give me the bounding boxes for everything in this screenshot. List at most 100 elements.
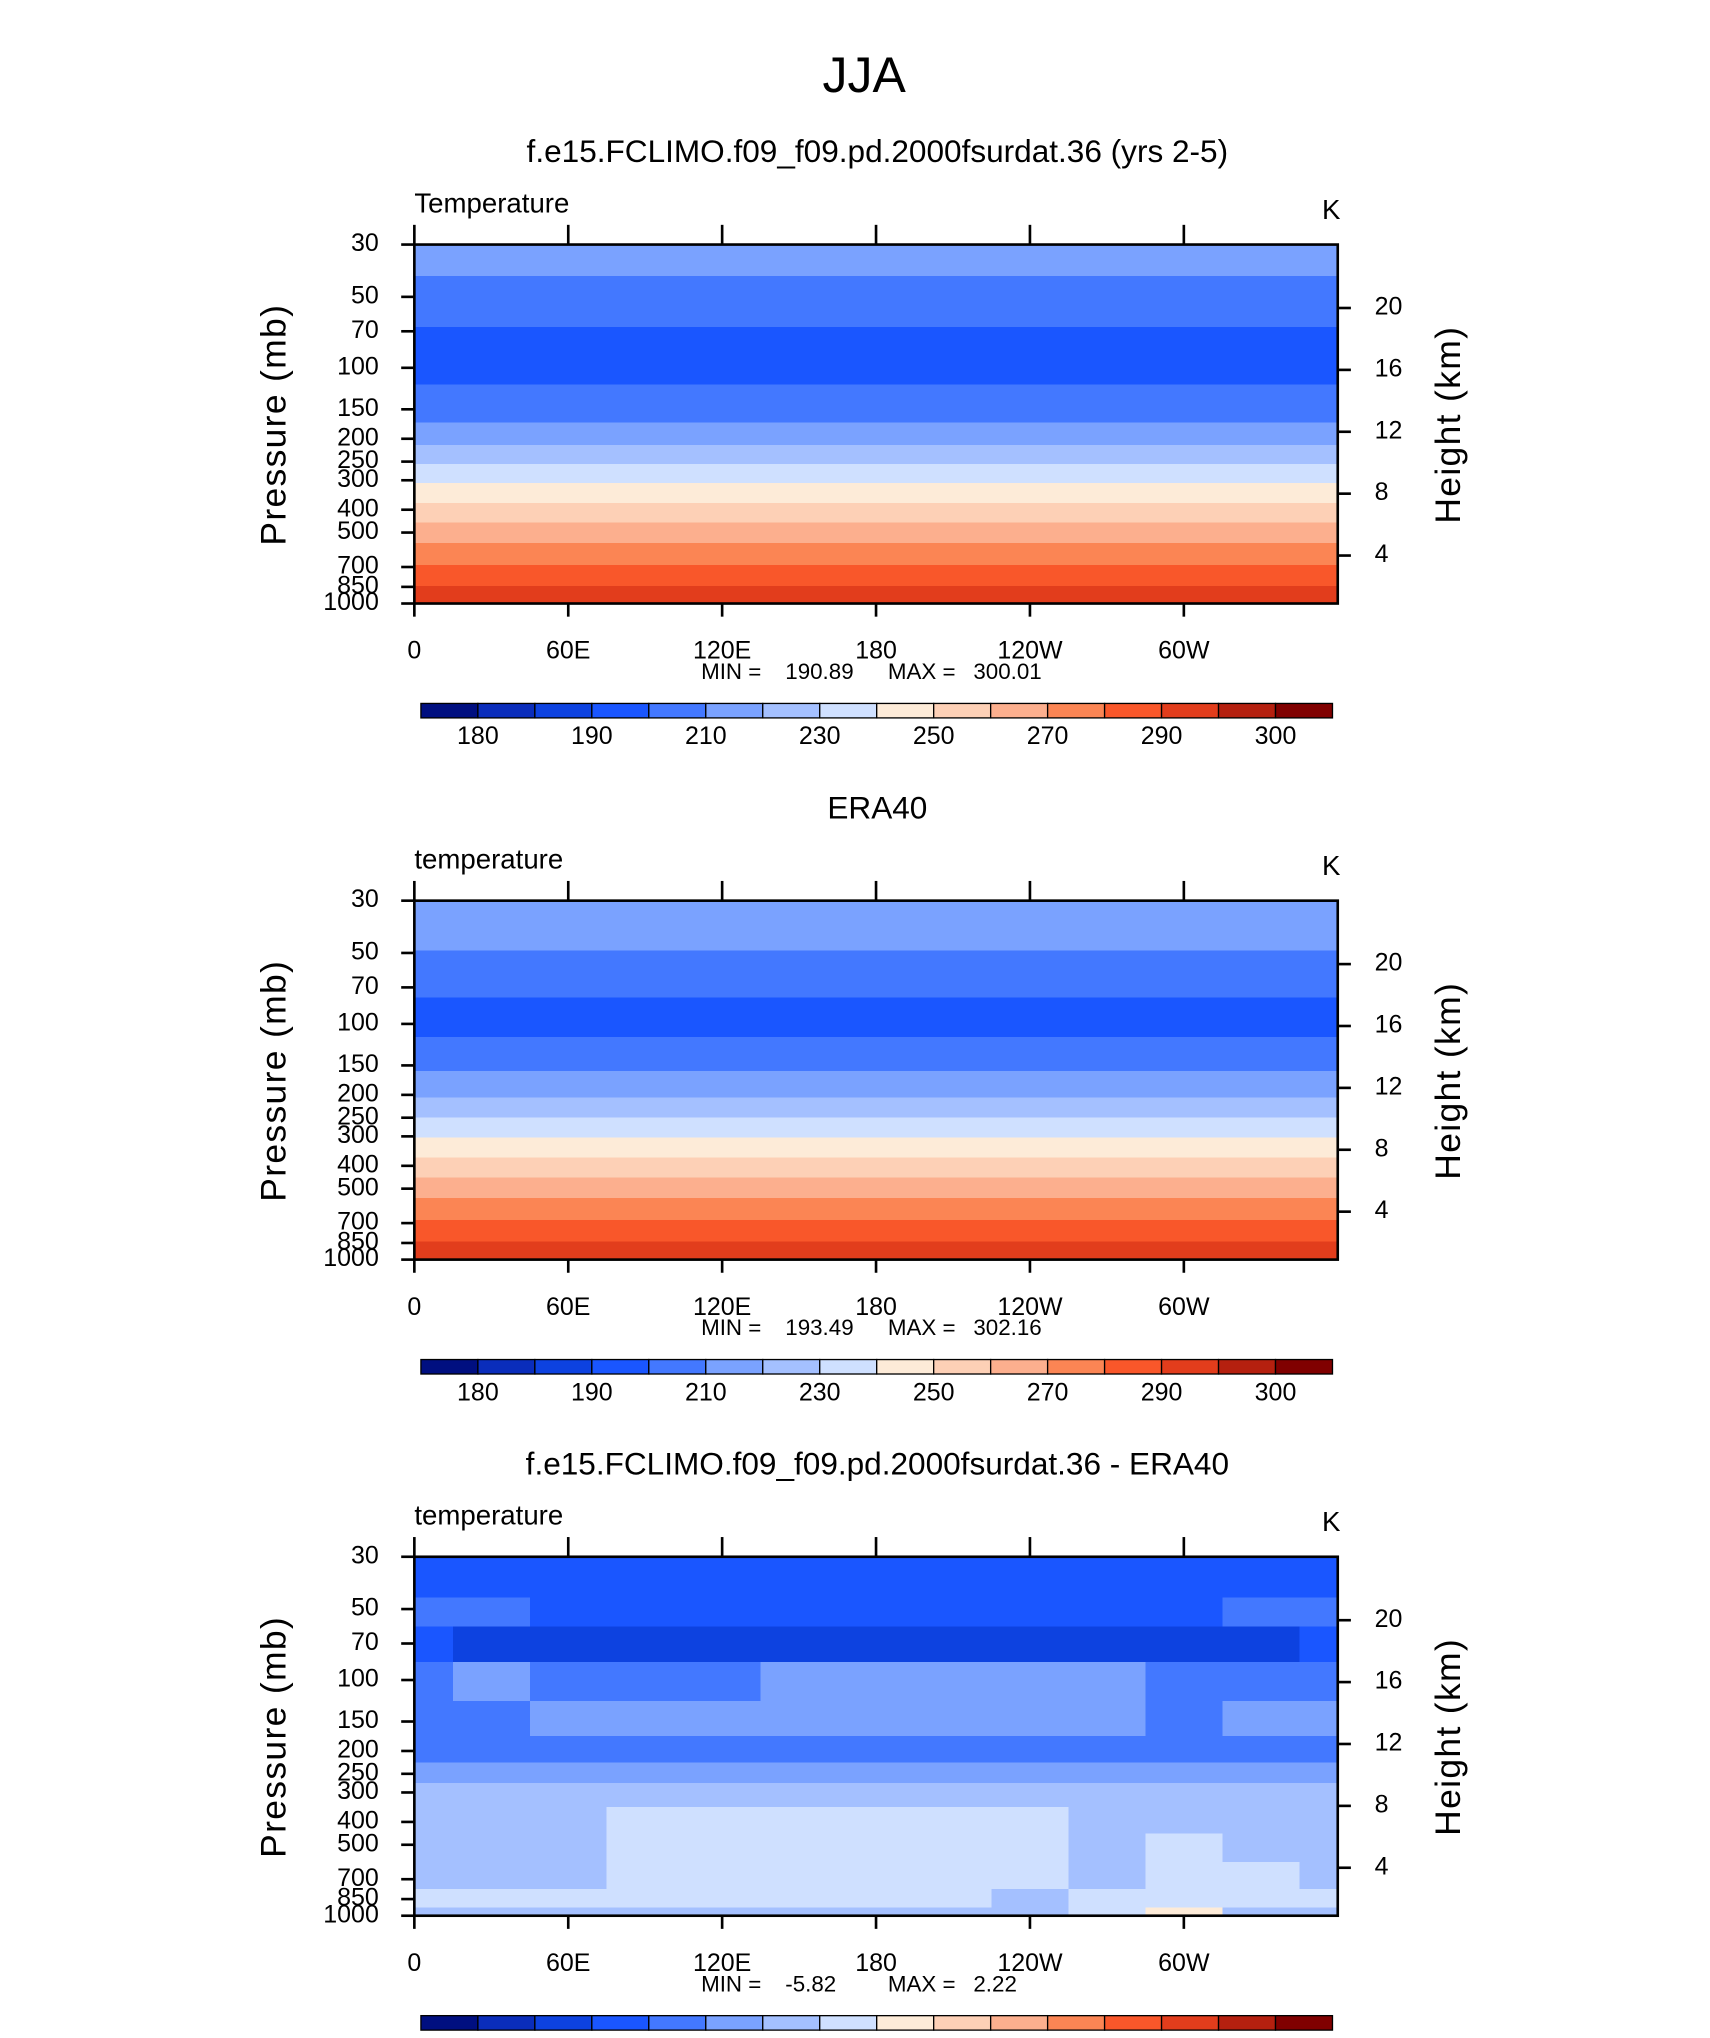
field-cell — [529, 1661, 608, 1702]
colorbar-label: 4 — [1098, 2034, 1112, 2038]
field-cell — [760, 1833, 839, 1863]
colorbar-box — [876, 2014, 935, 2031]
field-cell — [683, 1597, 762, 1628]
field-cell — [760, 1736, 839, 1764]
field-cell — [1299, 1889, 1339, 1909]
field-cell — [683, 1907, 762, 1917]
field-band — [414, 422, 1338, 446]
field-cell — [452, 1597, 531, 1628]
field-cell — [914, 1597, 993, 1628]
field-cell — [529, 1783, 608, 1808]
field-band — [414, 1241, 1338, 1261]
field-cell — [452, 1571, 531, 1599]
field-cell — [837, 1783, 916, 1808]
x-tick-label: 120E — [693, 1293, 751, 1321]
field-cell — [914, 1556, 993, 1573]
field-cell — [414, 1762, 454, 1784]
field-cell — [1222, 1907, 1301, 1917]
colorbar-box — [648, 2014, 707, 2031]
field-cell — [683, 1889, 762, 1909]
y2-tick-label: 4 — [1375, 1852, 1389, 1880]
field-band — [414, 950, 1338, 999]
field-label: temperature — [414, 1500, 563, 1531]
colorbar-label: 210 — [685, 1378, 727, 1406]
field-cell — [683, 1807, 762, 1835]
y-tick-label: 1000 — [323, 1900, 379, 1928]
colorbar-label: 300 — [1255, 1378, 1297, 1406]
colorbar-box — [648, 702, 707, 719]
x-tick-label: 120E — [693, 1949, 751, 1977]
field-cell — [760, 1907, 839, 1917]
y-axis-label: Pressure (mb) — [254, 304, 294, 546]
field-cell — [914, 1833, 993, 1863]
field-cell — [452, 1889, 531, 1909]
field-cell — [991, 1626, 1070, 1663]
field-cell — [837, 1736, 916, 1764]
field-cell — [606, 1783, 685, 1808]
field-cell — [529, 1556, 608, 1573]
y2-tick-label: 12 — [1375, 1729, 1403, 1757]
y2-tick-label: 8 — [1375, 478, 1389, 506]
field-cell — [1222, 1597, 1301, 1628]
y-tick-label: 400 — [337, 1807, 379, 1835]
field-cell — [1068, 1833, 1147, 1863]
field-cell — [414, 1571, 454, 1599]
y-tick-label: 70 — [351, 1628, 379, 1656]
field-band — [414, 464, 1338, 484]
field-cell — [606, 1807, 685, 1835]
min-value: -5.82 — [785, 1971, 836, 1996]
field-cell — [606, 1833, 685, 1863]
y-tick-label: 1000 — [323, 1244, 379, 1272]
field-cell — [1068, 1597, 1147, 1628]
field-cell — [760, 1556, 839, 1573]
min-label: MIN = — [701, 659, 761, 684]
y-tick-label: 50 — [351, 1594, 379, 1622]
colorbar-box — [762, 702, 821, 719]
field-cell — [606, 1626, 685, 1663]
colorbar-box — [1217, 2014, 1277, 2031]
field-cell — [1145, 1700, 1224, 1738]
field-cell — [991, 1889, 1070, 1909]
field-cell — [1068, 1762, 1147, 1784]
colorbar-box — [705, 1358, 764, 1375]
field-cell — [760, 1861, 839, 1890]
x-tick-label: 120W — [997, 637, 1063, 665]
colorbar-box — [762, 2014, 821, 2031]
y-tick-label: 200 — [337, 423, 379, 451]
colorbar-box — [1103, 1358, 1163, 1375]
field-band — [414, 564, 1338, 587]
min-value: 190.89 — [785, 659, 853, 684]
field-cell — [529, 1889, 608, 1909]
field-cell — [1299, 1661, 1339, 1702]
y-tick-label: 300 — [337, 465, 379, 493]
colorbar-box — [933, 702, 992, 719]
colorbar-label: 270 — [1027, 722, 1069, 750]
colorbar-box — [1274, 2014, 1334, 2031]
field-cell — [683, 1861, 762, 1890]
field-cell — [760, 1889, 839, 1909]
y2-tick-label: 16 — [1375, 354, 1403, 382]
colorbar-box — [591, 702, 650, 719]
field-cell — [1222, 1626, 1301, 1663]
colorbar-box — [591, 2014, 650, 2031]
y-tick-label: 250 — [337, 1758, 379, 1786]
field-cell — [683, 1833, 762, 1863]
colorbar-label: 190 — [571, 722, 613, 750]
field-cell — [914, 1889, 993, 1909]
field-cell — [1222, 1571, 1301, 1599]
colorbar-label: 190 — [571, 1378, 613, 1406]
field-cell — [606, 1861, 685, 1890]
field-cell — [1222, 1736, 1301, 1764]
colorbar-box — [420, 2014, 479, 2031]
x-tick-label: 120E — [693, 637, 751, 665]
field-cell — [760, 1783, 839, 1808]
field-band — [414, 483, 1338, 504]
field-cell — [760, 1762, 839, 1784]
y2-tick-label: 12 — [1375, 416, 1403, 444]
colorbar-box — [819, 702, 878, 719]
field-cell — [914, 1700, 993, 1738]
field-band — [414, 1137, 1338, 1159]
colorbar-box — [1217, 702, 1277, 719]
colorbar-box — [819, 2014, 878, 2031]
